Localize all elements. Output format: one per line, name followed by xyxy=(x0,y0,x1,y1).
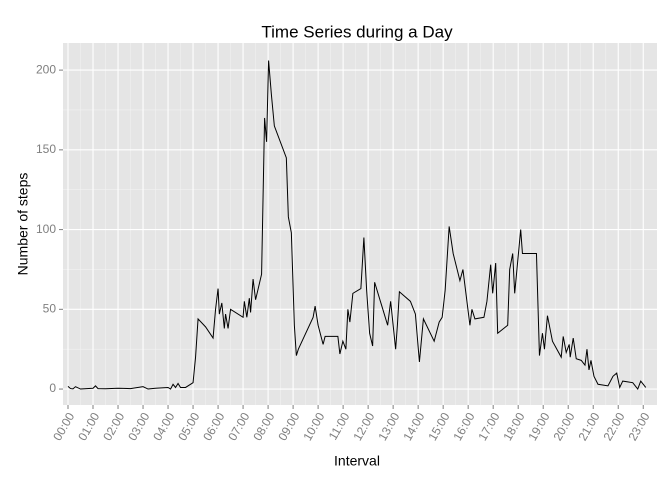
y-tick-label: 100 xyxy=(36,222,56,236)
y-axis-label: Number of steps xyxy=(15,173,31,276)
y-tick-label: 200 xyxy=(36,62,56,76)
plot-panel xyxy=(63,43,657,405)
x-axis-label: Interval xyxy=(334,453,380,469)
y-tick-label: 0 xyxy=(49,381,56,395)
y-tick-label: 50 xyxy=(43,301,57,315)
chart-title: Time Series during a Day xyxy=(261,22,453,41)
data-line xyxy=(67,60,647,391)
y-tick-label: 150 xyxy=(36,142,56,156)
